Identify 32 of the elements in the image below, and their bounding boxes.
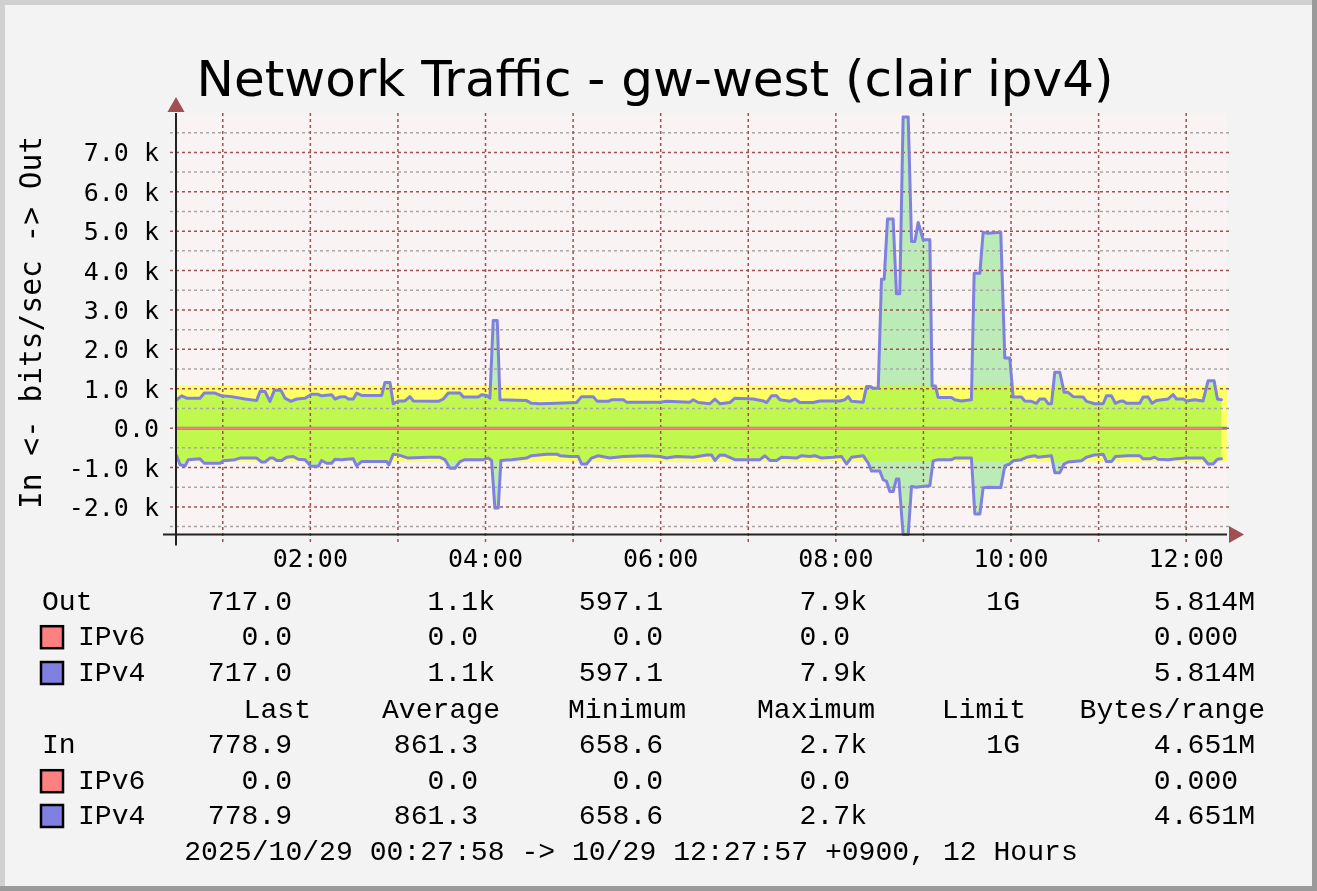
text: 0.0 0.0 0.0 0.0 0.000 [241, 766, 1239, 798]
legend-label: IPv6 [78, 766, 146, 798]
y-tick-label: 5.0 k [83, 217, 159, 247]
y-tick-label: 7.0 k [83, 138, 159, 168]
x-tick-label: 04:00 [447, 544, 524, 573]
x-tick-label: 12:00 [1148, 544, 1224, 573]
y-tick-label: 6.0 k [83, 177, 159, 207]
y-tick-label: 1.0 k [83, 374, 159, 404]
y-tick-label: -1.0 k [68, 453, 159, 483]
legend-label: IPv4 [78, 658, 146, 689]
y-tick-label: -2.0 k [68, 492, 159, 522]
chart-title: Network Traffic - gw-west (clair ipv4) [196, 50, 1114, 108]
text: 717.0 1.1k 597.1 7.9k 5.814M [207, 658, 1255, 689]
text: 778.9 861.3 658.6 2.7k 4.651M [207, 801, 1255, 832]
x-tick-label: 08:00 [798, 544, 874, 573]
text: Out [42, 586, 93, 618]
y-tick-label: 0.0 [113, 414, 159, 444]
text: 778.9 861.3 658.6 2.7k 1G 4.651M [207, 729, 1255, 761]
text: Last Average Minimum Maximum Limit Bytes/range [243, 694, 1265, 726]
text: In [42, 729, 76, 761]
y-tick-label: 3.0 k [83, 295, 159, 325]
legend-label: IPv6 [78, 622, 146, 654]
y-axis-title: In <- bits/sec -> Out [14, 136, 48, 509]
text: 0.0 0.0 0.0 0.0 0.000 [241, 622, 1239, 654]
x-tick-label: 06:00 [623, 544, 699, 573]
text: 717.0 1.1k 597.1 7.9k 1G 5.814M [207, 586, 1255, 618]
x-tick-label: 10:00 [973, 544, 1049, 573]
legend-label: IPv4 [78, 801, 146, 832]
y-tick-label: 2.0 k [83, 335, 159, 365]
y-tick-label: 4.0 k [83, 256, 159, 286]
text: 2025/10/29 00:27:58 -> 10/29 12:27:57 +0900, 12 Hours [184, 837, 1078, 868]
x-tick-label: 02:00 [272, 544, 348, 573]
